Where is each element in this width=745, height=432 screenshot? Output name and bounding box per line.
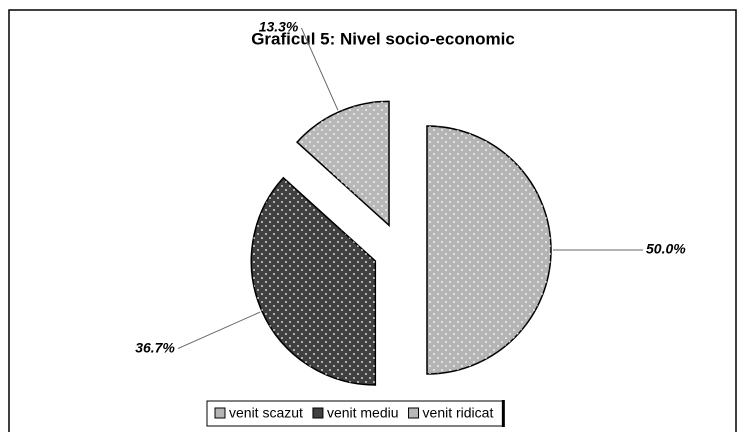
legend-swatch [312, 407, 324, 419]
slice-texture [251, 177, 376, 385]
data-label: 13.3% [259, 19, 299, 35]
legend-swatch [214, 407, 226, 419]
slice-texture [427, 126, 551, 374]
leader-line [300, 27, 339, 111]
legend-label: venit scazut [229, 405, 303, 421]
chart-title: Graficul 5: Nivel socio-economic [251, 29, 515, 48]
legend-swatch [408, 407, 420, 419]
leader-line [177, 311, 261, 350]
data-label: 36.7% [135, 339, 175, 355]
slice-texture [297, 101, 390, 226]
legend-label: venit ridicat [423, 405, 494, 421]
legend-label: venit mediu [327, 405, 399, 421]
legend-box [206, 400, 504, 427]
data-label: 50.0% [646, 241, 686, 257]
